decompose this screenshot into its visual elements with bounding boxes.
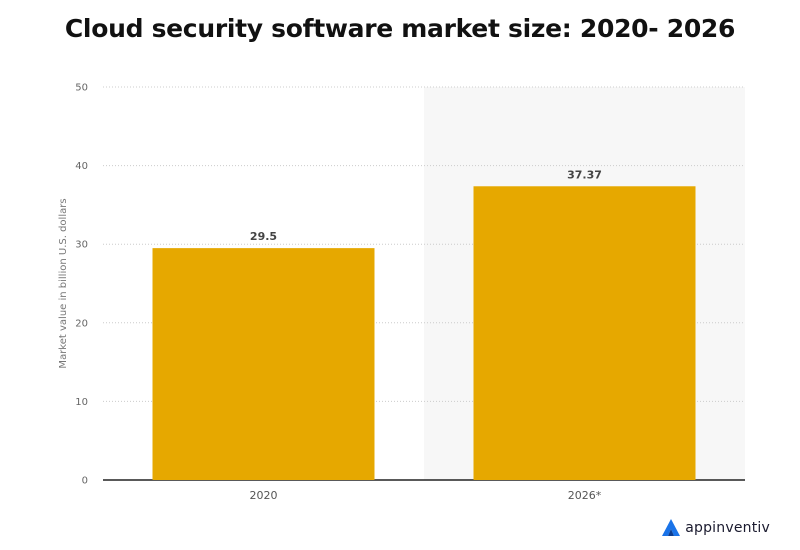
y-tick-label: 20	[75, 318, 88, 329]
appinventiv-logo: appinventiv	[661, 518, 770, 538]
appinventiv-logo-icon	[662, 519, 681, 536]
data-label: 37.37	[567, 168, 602, 181]
chart-title: Cloud security software market size: 202…	[64, 14, 736, 43]
x-tick-label: 2026*	[568, 489, 602, 502]
y-tick-label: 50	[75, 83, 88, 94]
bar	[473, 186, 696, 481]
y-tick-label: 30	[75, 240, 88, 251]
y-tick-label: 40	[75, 161, 88, 172]
y-tick-label: 0	[82, 476, 88, 487]
bar	[152, 248, 375, 480]
y-axis-title: Market value in billion U.S. dollars	[58, 198, 69, 368]
data-label: 29.5	[250, 230, 277, 243]
y-tick-label: 10	[75, 397, 88, 408]
logo-text: appinventiv	[685, 520, 770, 536]
x-tick-label: 2020	[250, 489, 278, 502]
